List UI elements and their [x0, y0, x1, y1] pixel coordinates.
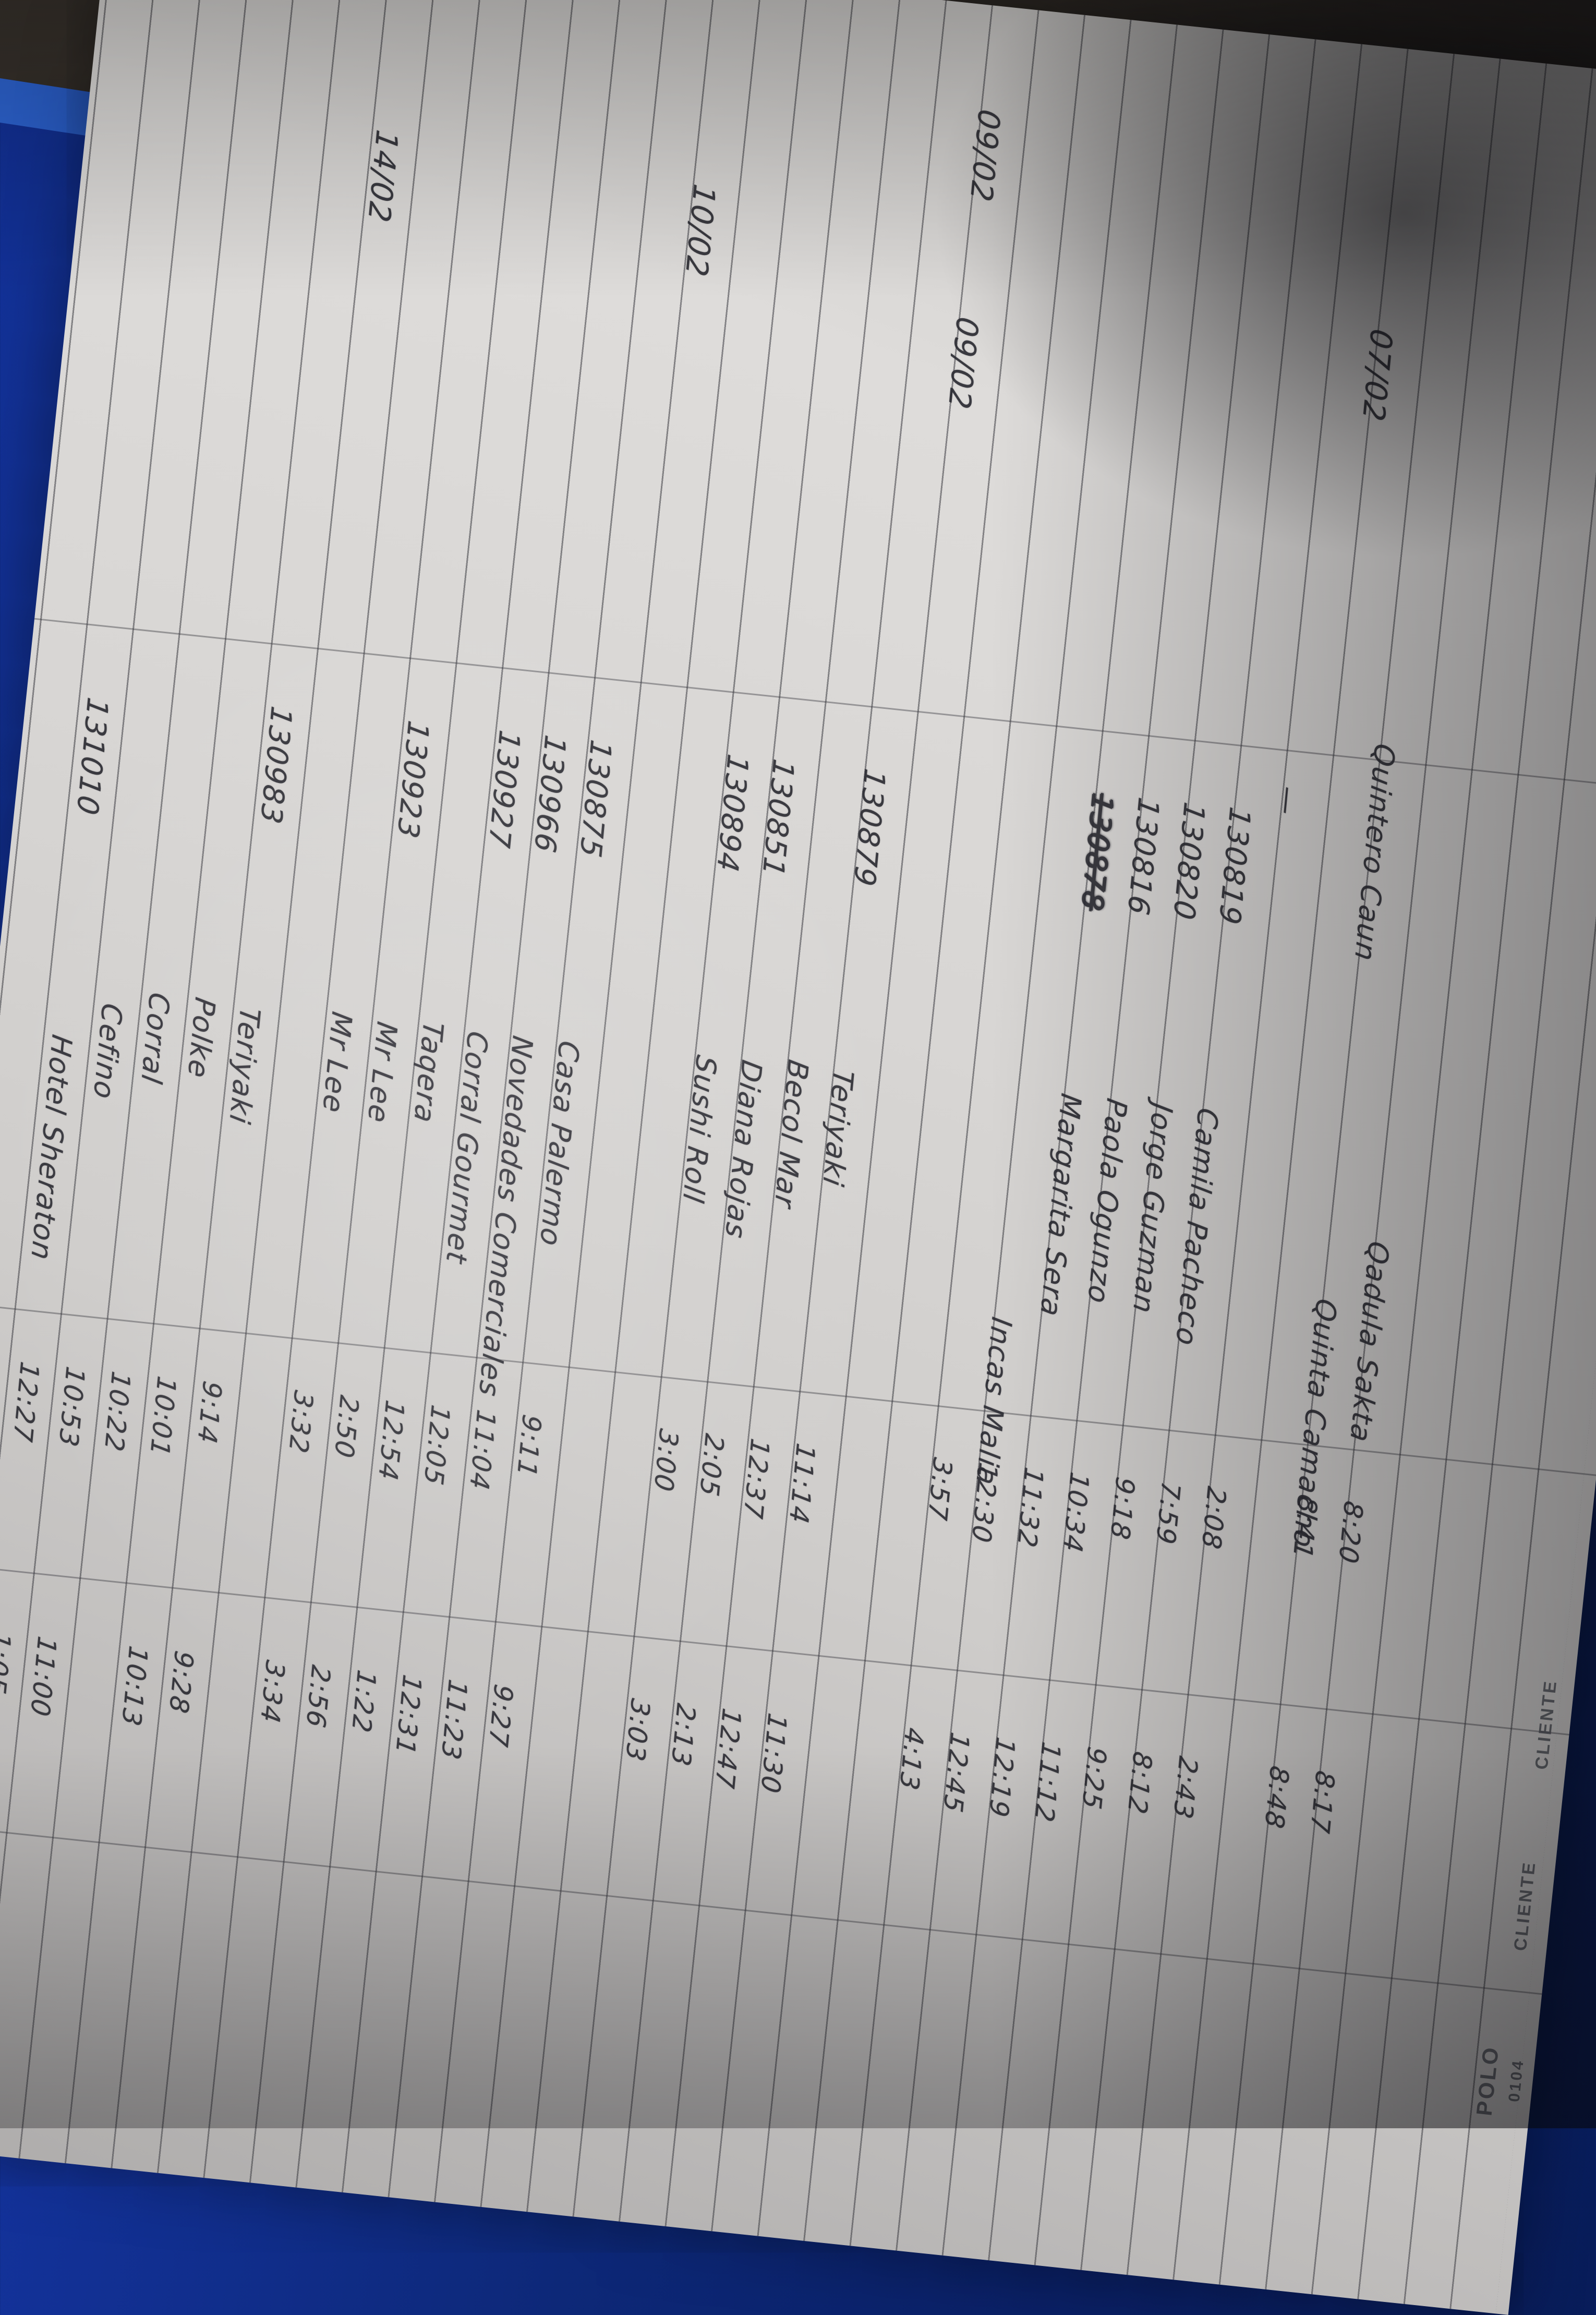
guest-number: 130966: [527, 732, 572, 857]
guest-name: Taqera: [407, 1019, 450, 1127]
time-in: 3:00: [648, 1427, 684, 1495]
time-out: 12:19: [983, 1734, 1021, 1820]
time-in: 12:27: [7, 1359, 45, 1445]
time-out: 12:47: [709, 1706, 747, 1792]
time-in: 2:08: [1195, 1484, 1232, 1552]
time-out: 9:28: [163, 1648, 199, 1717]
time-out: 1:22: [346, 1668, 382, 1736]
time-in: 10:53: [53, 1364, 91, 1450]
time-out: 1:05: [0, 1629, 17, 1697]
time-in: 12:54: [372, 1397, 410, 1484]
time-in: 10:01: [144, 1373, 182, 1460]
section-date: 09/02: [941, 314, 985, 413]
section-date: 10/02: [678, 182, 722, 281]
time-in: 2:05: [694, 1431, 730, 1500]
time-out: 9:27: [482, 1682, 519, 1750]
time-in: 11:14: [783, 1441, 821, 1527]
time-out: 11:23: [435, 1677, 473, 1763]
printed-form-code: 0104: [1505, 2058, 1527, 2103]
time-in: 3:57: [922, 1455, 958, 1524]
guest-number: 131010: [69, 695, 115, 818]
guest-name: Teriyaki: [223, 1005, 267, 1127]
time-in: 10:34: [1057, 1469, 1095, 1556]
guest-name: Mr Lee: [361, 1019, 404, 1127]
guest-number: 130819: [1212, 804, 1257, 929]
time-out: 2:56: [300, 1662, 336, 1731]
time-out: 2:43: [1167, 1754, 1204, 1822]
guest-number: 130923: [390, 718, 435, 842]
time-in: 12:37: [737, 1436, 776, 1522]
time-out: 8:17: [1304, 1768, 1340, 1837]
time-out: 12:45: [937, 1730, 975, 1816]
time-in: 11:04: [464, 1407, 501, 1493]
guest-name: —: [1270, 783, 1305, 819]
guest-number: 130820: [1166, 800, 1211, 923]
guest-number: 130816: [1120, 794, 1166, 919]
time-out: 8:12: [1122, 1749, 1158, 1817]
time-out: 4:13: [893, 1725, 929, 1793]
time-in: 8:20: [1333, 1499, 1369, 1567]
guest-name: Polke: [181, 995, 222, 1082]
time-in: 8:41: [1287, 1493, 1323, 1562]
time-out: 9:25: [1076, 1744, 1113, 1813]
guest-number: 130851: [755, 756, 801, 881]
time-out: 11:00: [25, 1634, 62, 1720]
time-in: 9:14: [191, 1379, 228, 1447]
time-in: 3:32: [283, 1388, 319, 1456]
time-out: 2:13: [665, 1701, 702, 1769]
section-date-duplicate: 09/02: [963, 106, 1007, 206]
time-in: 9:11: [511, 1412, 547, 1480]
time-in: 10:22: [99, 1369, 136, 1455]
guest-number: 130983: [253, 704, 298, 827]
guest-name: Corral: [135, 990, 176, 1087]
time-in: 12:05: [418, 1403, 456, 1489]
section-date: 07/02: [1356, 326, 1399, 425]
time-out: 8:48: [1259, 1763, 1295, 1832]
time-in: 2:50: [329, 1393, 365, 1462]
guest-number: 130879: [847, 766, 892, 890]
guest-number: 130878: [1075, 790, 1120, 914]
guest-number: 130875: [573, 737, 618, 861]
guest-number: 130927: [481, 728, 526, 851]
guest-number: 130894: [710, 752, 755, 875]
time-in: 11:32: [1011, 1465, 1049, 1551]
time-out: 11:30: [755, 1710, 793, 1796]
time-in: 9:18: [1104, 1475, 1141, 1543]
time-in: 7:59: [1150, 1479, 1186, 1548]
time-out: 10:13: [116, 1643, 154, 1730]
time-out: 3:34: [255, 1658, 291, 1726]
guest-name: Cefino: [87, 1000, 129, 1103]
guest-name: Mr Lee: [316, 1009, 358, 1116]
time-out: 12:31: [390, 1672, 428, 1758]
time-out: 3:03: [620, 1696, 656, 1765]
guest-name: Teriyaki: [816, 1067, 860, 1190]
time-out: 11:12: [1029, 1739, 1067, 1826]
section-date: 14/02: [361, 127, 405, 226]
